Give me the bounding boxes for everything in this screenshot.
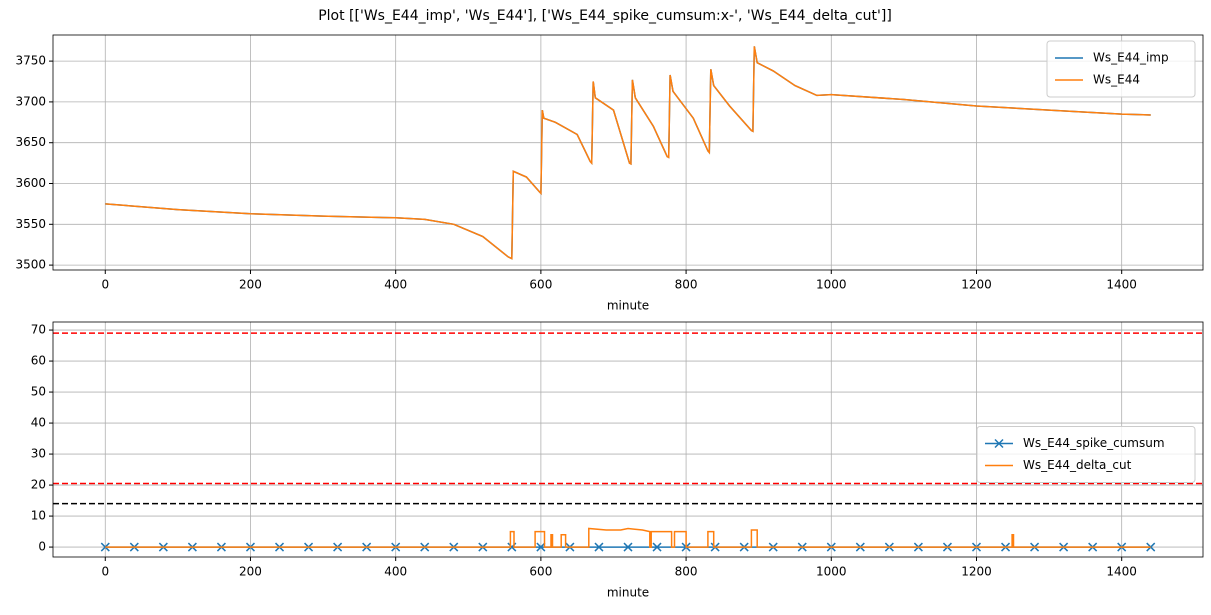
y-tick-label: 60 [31,354,46,368]
legend-label: Ws_E44_imp [1093,51,1169,65]
data-point [623,542,633,552]
x-tick-label: 400 [384,565,407,579]
x-tick-label: 200 [239,565,262,579]
x-tick-label: 800 [675,278,698,292]
x-axis-label: minute [607,586,649,600]
data-point [652,542,662,552]
legend-marker [994,438,1004,449]
x-tick-label: 800 [675,565,698,579]
series-line [105,527,1151,548]
y-tick-label: 3600 [15,176,46,190]
plot-frame [52,321,1204,558]
data-point [536,542,546,552]
plot-frame [52,34,1204,271]
y-tick-label: 3700 [15,94,46,108]
y-tick-label: 3650 [15,135,46,149]
y-tick-label: 0 [38,540,46,554]
x-tick-label: 0 [101,565,109,579]
x-tick-label: 600 [529,278,552,292]
legend-label: Ws_E44_spike_cumsum [1023,436,1165,450]
y-tick-label: 50 [31,385,46,399]
x-tick-label: 1000 [816,278,847,292]
y-tick-label: 3550 [15,217,46,231]
data-point [594,542,604,552]
data-point [1146,542,1156,552]
y-tick-label: 10 [31,509,46,523]
x-tick-label: 1400 [1106,278,1137,292]
x-tick-label: 200 [239,278,262,292]
legend-label: Ws_E44 [1093,73,1140,87]
y-tick-label: 40 [31,416,46,430]
legend-label: Ws_E44_delta_cut [1023,458,1132,472]
y-tick-label: 30 [31,447,46,461]
x-tick-label: 1200 [961,278,992,292]
x-tick-label: 400 [384,278,407,292]
x-tick-label: 1400 [1106,565,1137,579]
legend-box [976,426,1196,483]
x-tick-label: 1200 [961,565,992,579]
series-line [105,46,1151,260]
y-tick-label: 70 [31,323,46,337]
data-point [100,542,110,552]
x-tick-label: 1000 [816,565,847,579]
x-tick-label: 600 [529,565,552,579]
figure-title: Plot [['Ws_E44_imp', 'Ws_E44'], ['Ws_E44… [318,8,892,24]
y-tick-label: 3500 [15,258,46,272]
y-tick-label: 20 [31,478,46,492]
legend-box [1046,40,1196,98]
x-tick-label: 0 [101,278,109,292]
x-axis-label: minute [607,299,649,313]
y-tick-label: 3750 [15,54,46,68]
series-line [105,46,1151,260]
